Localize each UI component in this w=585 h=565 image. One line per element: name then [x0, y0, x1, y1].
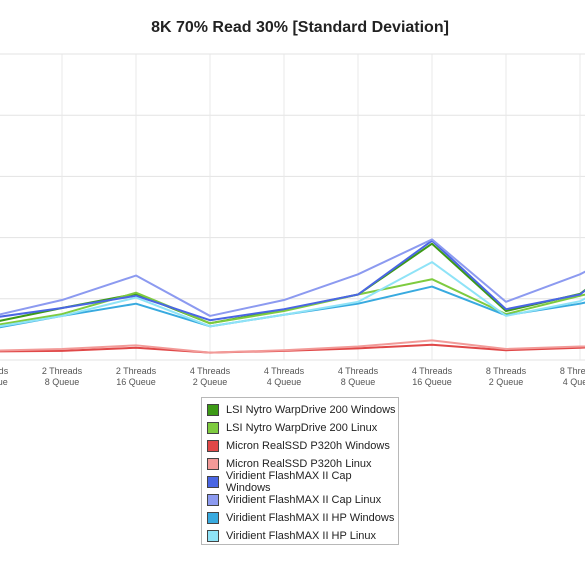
- x-tick-label: 4 Threads 16 Queue: [412, 366, 453, 387]
- legend-item: Viridient FlashMAX II Cap Windows: [207, 470, 398, 494]
- chart-title: 8K 70% Read 30% [Standard Deviation]: [151, 19, 449, 36]
- x-tick-label: 4 Threads 2 Queue: [190, 366, 231, 387]
- legend: LSI Nytro WarpDrive 200 Windows LSI Nytro…: [201, 397, 399, 545]
- legend-item: Viridient FlashMAX II Cap Linux: [207, 491, 398, 509]
- series-lines: [0, 238, 585, 354]
- series-line-8: [0, 261, 585, 328]
- legend-swatch: [207, 512, 219, 524]
- legend-label: Viridient FlashMAX II Cap Linux: [226, 494, 382, 506]
- legend-swatch: [207, 494, 219, 506]
- legend-label: LSI Nytro WarpDrive 200 Linux: [226, 422, 378, 434]
- legend-label: LSI Nytro WarpDrive 200 Windows: [226, 404, 396, 416]
- legend-label: Viridient FlashMAX II HP Windows: [226, 512, 395, 524]
- legend-item: Micron RealSSD P320h Windows: [207, 437, 398, 455]
- legend-swatch: [207, 422, 219, 434]
- legend-label: Viridient FlashMAX II Cap Windows: [225, 470, 352, 494]
- x-tick-label: 2 Threads 8 Queue: [42, 366, 83, 387]
- legend-item: Viridient FlashMAX II HP Windows: [207, 509, 398, 527]
- x-tick-label: 4 Threads 8 Queue: [338, 366, 379, 387]
- legend-swatch: [207, 404, 219, 416]
- legend-item: LSI Nytro WarpDrive 200 Linux: [207, 419, 398, 437]
- legend-swatch: [207, 476, 219, 488]
- x-tick-label: 2 Threads 16 Queue: [116, 366, 157, 387]
- series-line-4: [0, 339, 585, 354]
- gridlines: [0, 53, 585, 361]
- series-line-2: [0, 278, 585, 326]
- series-line-1: [0, 242, 585, 325]
- series-line-6: [0, 238, 585, 317]
- legend-label: Micron RealSSD P320h Windows: [226, 440, 390, 452]
- legend-label: Viridient FlashMAX II HP Linux: [226, 530, 376, 542]
- legend-swatch: [207, 440, 219, 452]
- legend-item: Viridient FlashMAX II HP Linux: [207, 527, 398, 545]
- legend-swatch: [207, 530, 219, 542]
- series-line-3: [0, 343, 585, 354]
- legend-swatch: [207, 458, 219, 470]
- legend-label: Micron RealSSD P320h Linux: [226, 458, 372, 470]
- x-tick-label: 8 Threads 2 Queue: [486, 366, 527, 387]
- legend-item: Micron RealSSD P320h Linux: [207, 455, 398, 473]
- series-line-7: [0, 285, 585, 329]
- legend-item: LSI Nytro WarpDrive 200 Windows: [207, 401, 398, 419]
- x-tick-label: 4 Threads 4 Queue: [264, 366, 305, 387]
